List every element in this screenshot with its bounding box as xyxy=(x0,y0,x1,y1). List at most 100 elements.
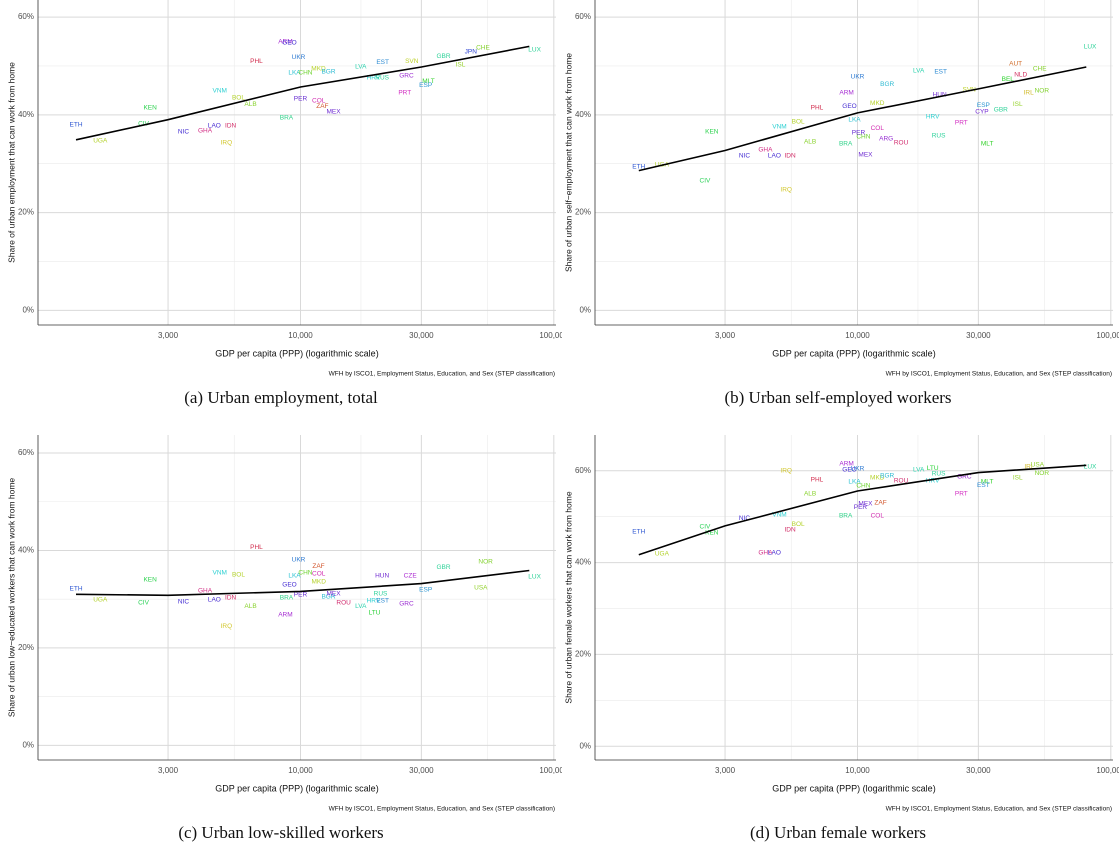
country-label: KEN xyxy=(143,105,157,112)
country-label: BOL xyxy=(792,118,805,125)
caption: WFH by ISCO1, Employment Status, Educati… xyxy=(329,371,555,378)
country-label: SVN xyxy=(405,58,419,65)
country-label: HUN xyxy=(375,573,389,580)
caption: WFH by ISCO1, Employment Status, Educati… xyxy=(886,806,1112,813)
country-label: NLD xyxy=(1014,71,1027,78)
chart: 0% 20% 40% 60% 3,000 10,000 30,000 100,000 GDP p… xyxy=(563,0,1119,378)
country-label: GHA xyxy=(198,588,213,595)
country-label: MLT xyxy=(981,479,994,486)
country-label: EST xyxy=(977,482,990,489)
country-label: ETH xyxy=(632,529,645,536)
x-tick-label: 30,000 xyxy=(409,766,434,775)
country-label: IRQ xyxy=(780,468,792,475)
country-label: LTU xyxy=(369,610,381,617)
x-axis-title: GDP per capita (PPP) (logarithmic scale) xyxy=(215,783,378,793)
country-label: NOR xyxy=(1035,88,1050,95)
country-label: VNM xyxy=(772,512,786,519)
chart: 0% 20% 40% 60% 3,000 10,000 30,000 100,000 GDP p… xyxy=(6,0,562,378)
country-label: NIC xyxy=(178,129,190,136)
country-label: IRL xyxy=(1024,463,1035,470)
country-label: PER xyxy=(294,95,308,102)
country-label: MEX xyxy=(326,591,341,598)
x-tick-label: 30,000 xyxy=(409,331,434,340)
y-tick-label: 0% xyxy=(22,740,34,749)
country-label: GRC xyxy=(957,473,972,480)
country-label: NIC xyxy=(178,598,190,605)
country-label: EST xyxy=(376,597,389,604)
country-label: ARM xyxy=(278,612,292,619)
country-label: LKA xyxy=(848,479,861,486)
country-label: LVA xyxy=(913,68,925,75)
country-label: BRA xyxy=(280,115,294,122)
country-label: IRQ xyxy=(780,186,792,193)
country-label: ALB xyxy=(244,101,256,108)
y-axis-title: Share of urban self−employment that can … xyxy=(563,53,573,272)
y-tick-label: 0% xyxy=(22,305,34,314)
fit-line xyxy=(638,66,1087,172)
country-label: UKR xyxy=(851,73,865,80)
country-label: ISL xyxy=(1013,101,1023,108)
country-label: MLT xyxy=(981,140,994,147)
country-label: GBR xyxy=(994,107,1008,114)
caption: WFH by ISCO1, Employment Status, Educati… xyxy=(329,806,555,813)
panel: 0% 20% 40% 60% 3,000 10,000 30,000 100,000 GDP p… xyxy=(0,435,562,865)
country-label: LUX xyxy=(1084,463,1097,470)
country-label: EST xyxy=(934,69,947,76)
y-tick-label: 20% xyxy=(575,650,591,659)
y-tick-label: 40% xyxy=(18,110,34,119)
country-label: PER xyxy=(852,130,866,137)
country-label: NIC xyxy=(739,153,751,160)
country-label: GEO xyxy=(842,467,856,474)
country-label: RUS xyxy=(932,133,946,140)
country-label: MEX xyxy=(326,109,341,116)
x-tick-label: 10,000 xyxy=(288,766,313,775)
country-label: IDN xyxy=(225,122,237,129)
country-label: RUS xyxy=(932,471,946,478)
country-label: VNM xyxy=(213,88,227,95)
country-label: EST xyxy=(376,59,389,66)
country-label: UGA xyxy=(93,137,108,144)
country-label: PHL xyxy=(811,105,824,112)
country-label: LTU xyxy=(927,465,939,472)
y-axis-title: Share of urban employment that can work … xyxy=(6,62,16,263)
country-label: BRA xyxy=(839,513,853,520)
country-label: MKD xyxy=(870,474,885,481)
panel: 0% 20% 40% 60% 3,000 10,000 30,000 100,000 GDP p… xyxy=(557,435,1119,865)
country-label: ESP xyxy=(419,82,432,89)
y-tick-label: 0% xyxy=(579,305,591,314)
y-axis-title: Share of urban low−educated workers that… xyxy=(6,478,16,718)
country-label: GRC xyxy=(399,72,414,79)
country-label: BOL xyxy=(232,94,245,101)
country-label: CHN xyxy=(856,483,870,490)
x-tick-label: 100,000 xyxy=(539,331,562,340)
country-label: CIV xyxy=(700,524,712,531)
country-label: LKA xyxy=(848,116,861,123)
y-tick-label: 40% xyxy=(575,110,591,119)
chart: 0% 20% 40% 60% 3,000 10,000 30,000 100,000 GDP p… xyxy=(6,435,562,813)
country-label: ALB xyxy=(804,490,816,497)
country-label: ARM xyxy=(839,90,853,97)
country-label: UKR xyxy=(292,54,306,61)
country-label: UKR xyxy=(851,466,865,473)
country-label: COL xyxy=(871,125,885,132)
x-tick-label: 3,000 xyxy=(715,331,736,340)
y-tick-label: 40% xyxy=(18,546,34,555)
country-label: LKA xyxy=(288,573,301,580)
x-tick-label: 10,000 xyxy=(845,331,870,340)
panel: 0% 20% 40% 60% 3,000 10,000 30,000 100,000 GDP p… xyxy=(0,0,562,430)
country-label: ESP xyxy=(977,102,990,109)
country-label: PER xyxy=(854,504,868,511)
country-label: GHA xyxy=(758,550,773,557)
country-label: RUS xyxy=(375,74,389,81)
country-label: GHA xyxy=(198,128,213,135)
country-label: LUX xyxy=(528,47,541,54)
country-label: MKD xyxy=(870,100,885,107)
country-label: BGR xyxy=(880,473,894,480)
country-label: CHE xyxy=(1033,66,1047,73)
country-label: BGR xyxy=(321,593,335,600)
country-label: COL xyxy=(312,571,326,578)
country-label: KEN xyxy=(705,529,719,536)
country-label: BGR xyxy=(321,69,335,76)
country-label: HRV xyxy=(926,478,940,485)
